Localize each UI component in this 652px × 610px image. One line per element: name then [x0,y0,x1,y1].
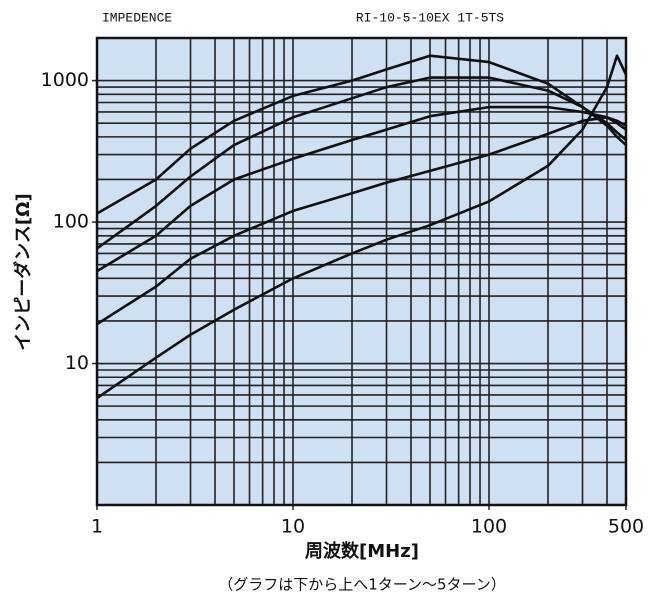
series-line [96,116,627,326]
x-tick-label: 1 [91,516,103,538]
series-line [96,54,628,400]
y-axis-label: インピーダンス[Ω] [12,193,34,350]
series-line [96,54,627,215]
x-tick-label: 500 [608,516,644,538]
x-axis-label: 周波数[MHz] [305,540,419,562]
y-tick-label: 1000 [41,69,89,91]
plot-area [97,38,626,505]
chart-subtitle: RI-10-5-10EX 1T-5TS [356,10,504,25]
x-tick-label: 10 [281,516,305,538]
y-tick-label: 100 [53,211,89,233]
x-tick-label: 100 [471,516,507,538]
series-line [96,76,627,250]
y-tick-label: 10 [65,352,89,374]
series-line [96,105,627,273]
chart-title: IMPEDENCE [102,10,172,25]
plot-frame [95,36,628,507]
note: （グラフは下から上へ1ターン～5ターン） [218,576,506,594]
